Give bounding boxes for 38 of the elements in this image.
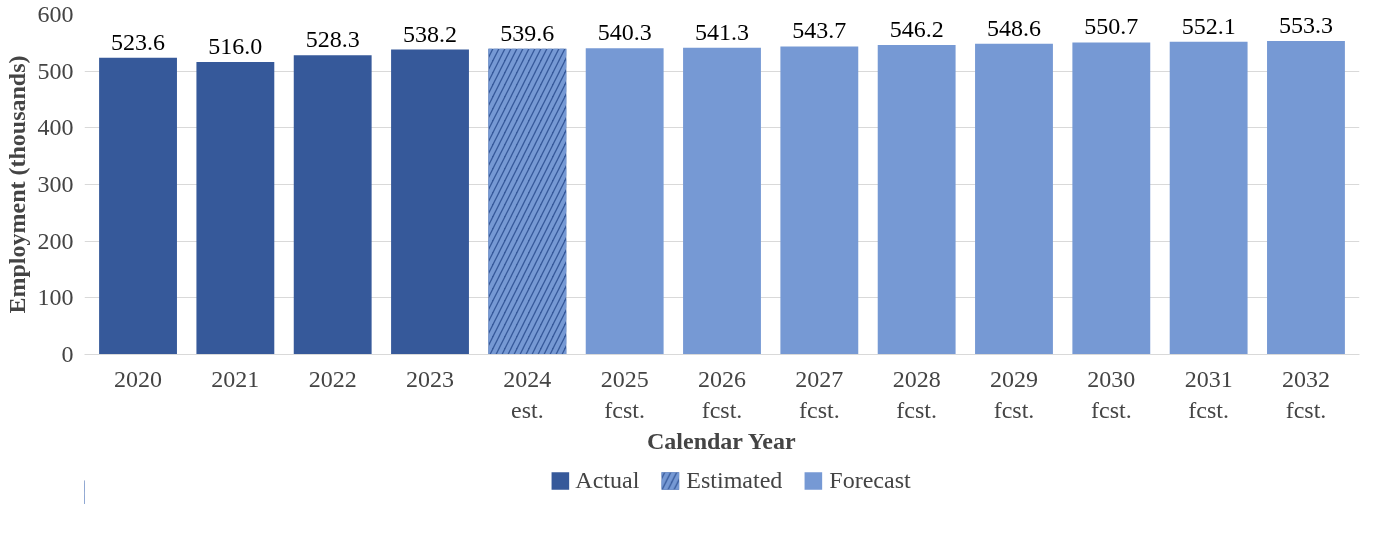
y-tick-label: 300: [37, 171, 74, 197]
data-label: 552.1: [1181, 12, 1236, 39]
data-label: 523.6: [111, 28, 166, 55]
y-tick-label: 500: [37, 57, 74, 84]
y-tick-label: 600: [37, 1, 74, 27]
x-tick-label: 2021: [211, 365, 260, 392]
y-axis-title: Employment (thousands): [3, 55, 30, 314]
legend-label: Estimated: [686, 466, 783, 494]
x-tick-label: 2024 est.: [503, 365, 552, 423]
x-tick-label: 2031 fcst.: [1184, 365, 1233, 423]
legend-label: Actual: [575, 466, 640, 494]
data-label: 541.3: [695, 18, 749, 45]
data-label: 550.7: [1084, 13, 1139, 40]
data-label: 540.3: [597, 19, 652, 46]
x-axis-title: Calendar Year: [647, 427, 797, 454]
data-label: 516.0: [208, 33, 263, 60]
legend-label: Forecast: [829, 466, 911, 494]
x-tick-label: 2023: [406, 365, 455, 392]
y-tick-label: 0: [61, 341, 74, 367]
y-tick-label: 100: [37, 284, 74, 311]
x-tick-label: 2032 fcst.: [1281, 365, 1330, 423]
y-tick-label: 400: [37, 114, 74, 141]
data-label: 546.2: [889, 15, 944, 42]
y-tick-label: 200: [37, 227, 74, 254]
data-label: 528.3: [305, 26, 360, 53]
data-label: 539.6: [500, 19, 555, 46]
x-tick-label: 2022: [308, 365, 357, 392]
x-tick-label: 2028 fcst.: [892, 365, 941, 423]
x-tick-label: 2026 fcst.: [698, 365, 746, 423]
x-tick-label: 2029 fcst.: [989, 365, 1038, 423]
x-tick-label: 2025 fcst.: [600, 365, 649, 423]
x-tick-label: 2020: [114, 365, 163, 392]
data-label: 538.2: [403, 20, 458, 47]
data-label: 553.3: [1278, 11, 1333, 38]
data-label: 548.6: [986, 14, 1041, 41]
x-tick-label: 2030 fcst.: [1087, 365, 1136, 423]
x-tick-label: 2027 fcst.: [795, 365, 844, 423]
data-label: 543.7: [792, 17, 847, 44]
